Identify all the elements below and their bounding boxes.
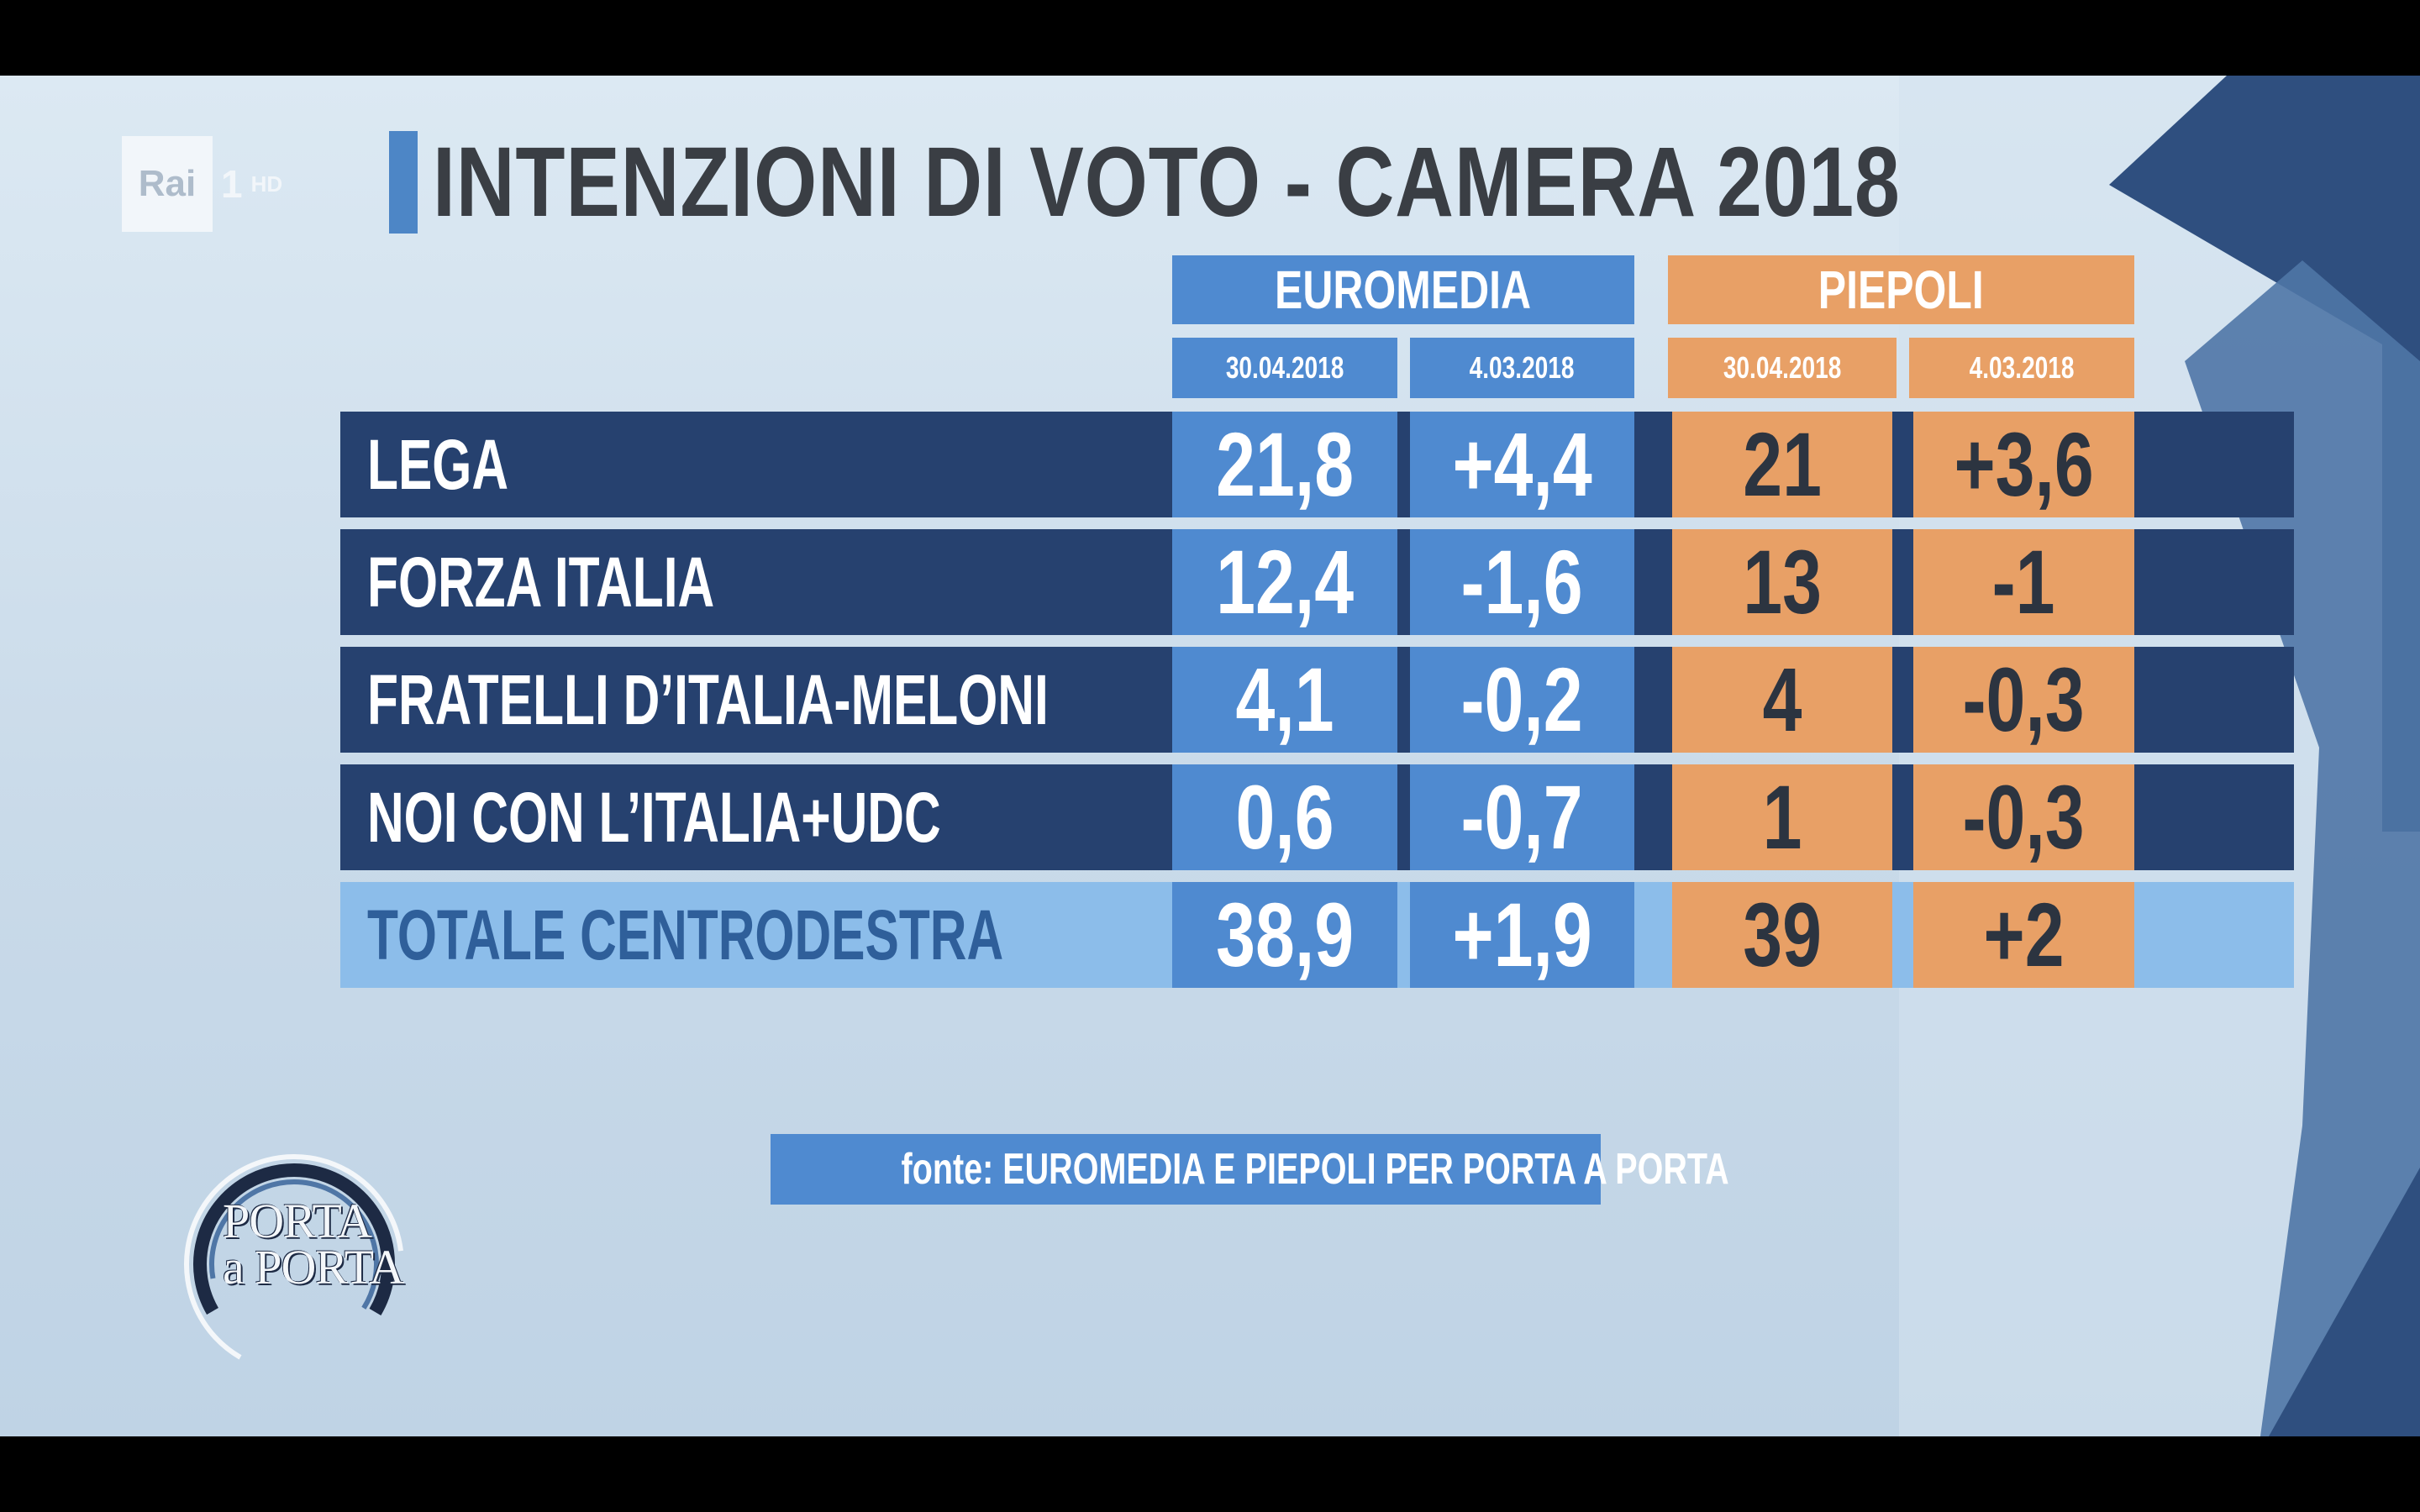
euromedia-value: 4,1 <box>1172 647 1397 753</box>
euromedia-change: -0,2 <box>1410 647 1634 753</box>
piepoli-value: 21 <box>1672 412 1892 517</box>
party-label: FRATELLI D’ITALIA-MELONI <box>367 660 1049 739</box>
chart-title: INTENZIONI DI VOTO - CAMERA 2018 <box>433 127 1901 238</box>
piepoli-change: -0,3 <box>1913 647 2134 753</box>
graphic-background: Rai 1 HD INTENZIONI DI VOTO - CAMERA 201… <box>0 76 2420 1436</box>
date-header-piepoli-2: 4.03.2018 <box>1909 338 2134 398</box>
euromedia-value: 21,8 <box>1172 412 1397 517</box>
title-accent-bar <box>389 131 418 234</box>
euromedia-value: 12,4 <box>1172 529 1397 635</box>
source-header-piepoli: PIEPOLI <box>1668 255 2134 324</box>
source-header-euromedia: EUROMEDIA <box>1172 255 1634 324</box>
piepoli-total-change: +2 <box>1913 882 2134 988</box>
channel-number: 1 <box>221 162 243 206</box>
show-logo-line1: PORTA <box>223 1194 372 1248</box>
piepoli-change: -0,3 <box>1913 764 2134 870</box>
hd-badge: HD <box>250 171 283 197</box>
deco-arc-bottom <box>2269 1168 2420 1436</box>
piepoli-value: 4 <box>1672 647 1892 753</box>
euromedia-total-value: 38,9 <box>1172 882 1397 988</box>
show-logo-line2: a PORTA <box>223 1240 404 1294</box>
euromedia-value: 0,6 <box>1172 764 1397 870</box>
date-header-euromedia-1: 30.04.2018 <box>1172 338 1397 398</box>
total-label: TOTALE CENTRODESTRA <box>367 895 1004 974</box>
piepoli-value: 1 <box>1672 764 1892 870</box>
euromedia-change: +4,4 <box>1410 412 1634 517</box>
channel-logo: Rai 1 HD <box>122 136 282 232</box>
deco-arc-mid <box>2185 260 2420 1436</box>
party-label: NOI CON L’ITALIA+UDC <box>367 778 941 857</box>
party-label: LEGA <box>367 425 509 504</box>
deco-arc-dark <box>2109 76 2420 832</box>
date-header-piepoli-1: 30.04.2018 <box>1668 338 1897 398</box>
source-note: fonte: EUROMEDIA E PIEPOLI PER PORTA A P… <box>771 1134 1729 1205</box>
background-decoration <box>1899 76 2420 1436</box>
porta-a-porta-ring-icon <box>184 1154 404 1374</box>
euromedia-total-change: +1,9 <box>1410 882 1634 988</box>
piepoli-change: +3,6 <box>1913 412 2134 517</box>
euromedia-change: -1,6 <box>1410 529 1634 635</box>
piepoli-total-value: 39 <box>1672 882 1892 988</box>
rai-logo: Rai <box>122 136 213 232</box>
euromedia-change: -0,7 <box>1410 764 1634 870</box>
party-label: FORZA ITALIA <box>367 543 715 622</box>
piepoli-value: 13 <box>1672 529 1892 635</box>
piepoli-change: -1 <box>1913 529 2134 635</box>
date-header-euromedia-2: 4.03.2018 <box>1410 338 1634 398</box>
